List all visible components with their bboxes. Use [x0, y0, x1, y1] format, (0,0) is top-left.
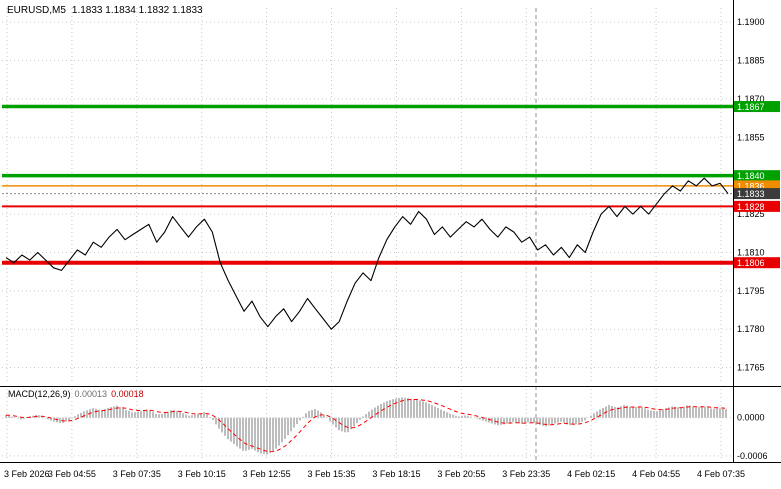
svg-text:1.1825: 1.1825 — [737, 209, 765, 219]
svg-text:3 Feb 10:15: 3 Feb 10:15 — [178, 469, 226, 479]
svg-text:1.1828: 1.1828 — [737, 202, 765, 212]
price-badge-1.1840: 1.1840 — [734, 170, 780, 182]
price-badge-1.1867: 1.1867 — [734, 101, 780, 113]
svg-text:1.1900: 1.1900 — [737, 17, 765, 27]
svg-text:3 Feb 20:55: 3 Feb 20:55 — [437, 469, 485, 479]
price-badge-1.1833: 1.1833 — [734, 188, 780, 200]
svg-text:1.1780: 1.1780 — [737, 324, 765, 334]
svg-text:3 Feb 23:35: 3 Feb 23:35 — [502, 469, 550, 479]
svg-text:0.0000: 0.0000 — [737, 413, 765, 423]
svg-text:1.1806: 1.1806 — [737, 258, 765, 268]
svg-text:3 Feb 04:55: 3 Feb 04:55 — [48, 469, 96, 479]
price-badge-1.1828: 1.1828 — [734, 200, 780, 212]
price-badge-1.1836: 1.1836 — [734, 180, 780, 192]
macd-histogram — [5, 397, 727, 455]
grid — [2, 8, 733, 461]
svg-text:1.1810: 1.1810 — [737, 247, 765, 257]
svg-text:1.1840: 1.1840 — [737, 171, 765, 181]
svg-text:3 Feb 18:15: 3 Feb 18:15 — [372, 469, 420, 479]
svg-text:1.1867: 1.1867 — [737, 102, 765, 112]
svg-text:1.1885: 1.1885 — [737, 55, 765, 65]
svg-text:1.1765: 1.1765 — [737, 363, 765, 373]
svg-text:3 Feb 07:35: 3 Feb 07:35 — [113, 469, 161, 479]
svg-text:1.1870: 1.1870 — [737, 94, 765, 104]
svg-text:1.1836: 1.1836 — [737, 181, 765, 191]
svg-text:4 Feb 04:55: 4 Feb 04:55 — [632, 469, 680, 479]
price-badge-1.1806: 1.1806 — [734, 257, 780, 269]
macd-signal-line — [5, 399, 727, 453]
svg-text:4 Feb 07:35: 4 Feb 07:35 — [697, 469, 745, 479]
svg-text:1.1795: 1.1795 — [737, 286, 765, 296]
svg-text:3 Feb 2026: 3 Feb 2026 — [4, 469, 50, 479]
svg-text:1.1833: 1.1833 — [737, 189, 765, 199]
svg-text:1.1855: 1.1855 — [737, 132, 765, 142]
svg-text:3 Feb 15:35: 3 Feb 15:35 — [308, 469, 356, 479]
price-line-series — [5, 177, 729, 330]
svg-text:-0.0006: -0.0006 — [737, 451, 768, 461]
svg-text:3 Feb 12:55: 3 Feb 12:55 — [243, 469, 291, 479]
svg-text:4 Feb 02:15: 4 Feb 02:15 — [567, 469, 615, 479]
price-scale[interactable]: 1.19001.18851.18701.18551.18401.18251.18… — [737, 17, 768, 461]
